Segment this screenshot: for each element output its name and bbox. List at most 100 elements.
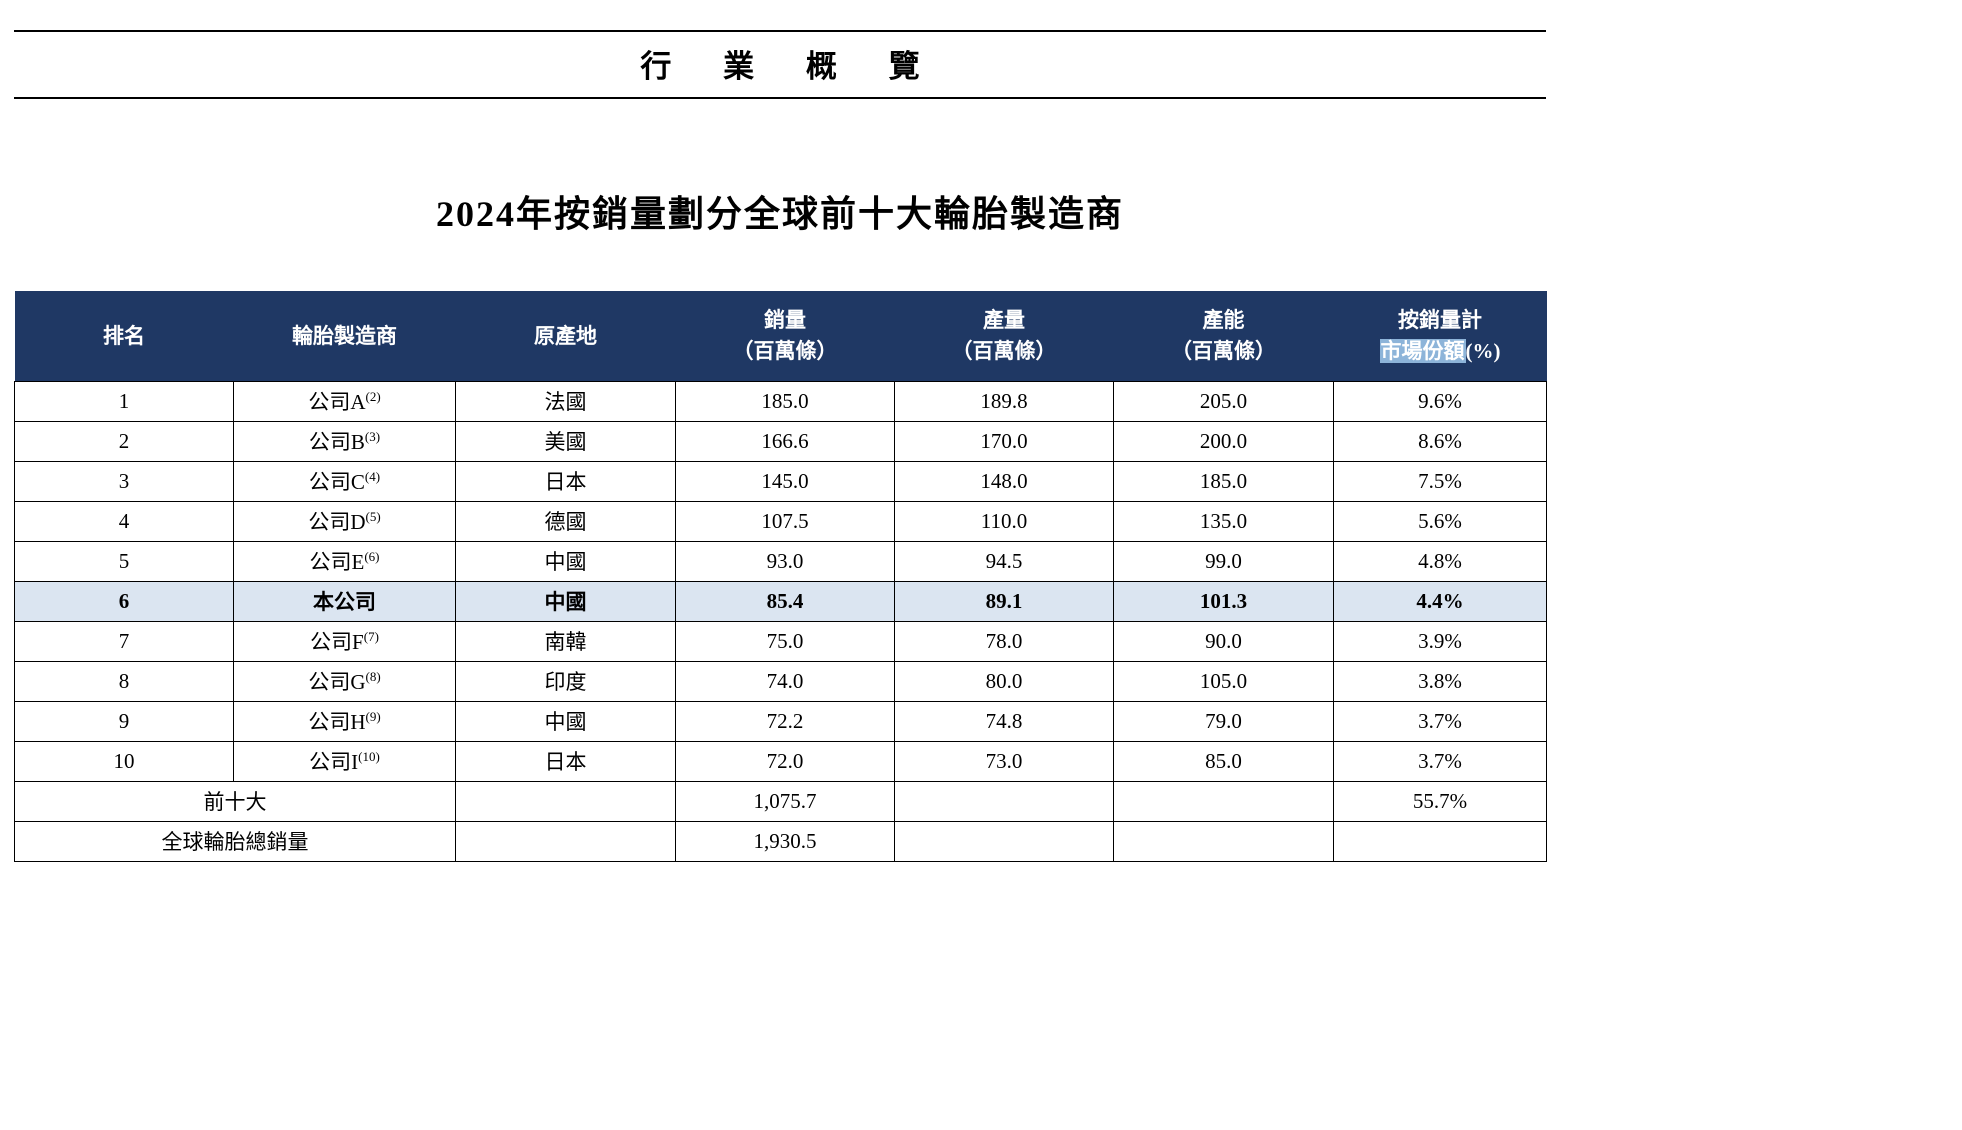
- cell-share: 3.8%: [1333, 660, 1547, 702]
- cell-origin: 南韓: [455, 620, 676, 662]
- footnote-ref: (4): [364, 469, 381, 484]
- cell-summary-label: 前十大: [14, 780, 456, 822]
- table-row: 10 公司I(10) 日本 72.0 73.0 85.0 3.7%: [14, 740, 1547, 782]
- cell-production: [894, 820, 1114, 862]
- cell-origin: 中國: [455, 700, 676, 742]
- cell-origin: [455, 820, 676, 862]
- cell-sales: 1,075.7: [675, 780, 895, 822]
- cell-production: 73.0: [894, 740, 1114, 782]
- footnote-ref: (10): [358, 749, 380, 764]
- cell-production: 189.8: [894, 380, 1114, 422]
- cell-capacity: 90.0: [1113, 620, 1334, 662]
- col-header-capacity: 產能 （百萬條）: [1113, 291, 1334, 381]
- cell-manufacturer: 公司B(3): [233, 420, 456, 462]
- table-row: 3 公司C(4) 日本 145.0 148.0 185.0 7.5%: [14, 460, 1547, 502]
- cell-sales: 75.0: [675, 620, 895, 662]
- col-header-market-share: 按銷量計 市場份額(%): [1333, 291, 1547, 381]
- cell-sales: 85.4: [675, 580, 895, 622]
- cell-sales: 145.0: [675, 460, 895, 502]
- cell-rank: 7: [14, 620, 234, 662]
- cell-manufacturer: 本公司: [233, 580, 456, 622]
- cell-capacity: [1113, 780, 1334, 822]
- cell-production: 170.0: [894, 420, 1114, 462]
- col-header-sales: 銷量 （百萬條）: [675, 291, 895, 381]
- cell-origin: 美國: [455, 420, 676, 462]
- cell-origin: 日本: [455, 740, 676, 782]
- cell-origin: 日本: [455, 460, 676, 502]
- table-row: 5 公司E(6) 中國 93.0 94.5 99.0 4.8%: [14, 540, 1547, 582]
- cell-capacity: 99.0: [1113, 540, 1334, 582]
- cell-rank: 8: [14, 660, 234, 702]
- cell-share: [1333, 820, 1547, 862]
- cell-production: 94.5: [894, 540, 1114, 582]
- section-header: 行 業 概 覽: [14, 30, 1546, 99]
- cell-origin: 印度: [455, 660, 676, 702]
- cell-sales: 74.0: [675, 660, 895, 702]
- cell-production: 110.0: [894, 500, 1114, 542]
- cell-manufacturer: 公司G(8): [233, 660, 456, 702]
- table-row-company-highlighted: 6 本公司 中國 85.4 89.1 101.3 4.4%: [14, 580, 1547, 622]
- table-row: 1 公司A(2) 法國 185.0 189.8 205.0 9.6%: [14, 380, 1547, 422]
- cell-rank: 3: [14, 460, 234, 502]
- footnote-ref: (9): [365, 709, 381, 724]
- cell-share: 3.7%: [1333, 700, 1547, 742]
- cell-manufacturer: 公司F(7): [233, 620, 456, 662]
- cell-capacity: 79.0: [1113, 700, 1334, 742]
- cell-share: 55.7%: [1333, 780, 1547, 822]
- cell-production: 148.0: [894, 460, 1114, 502]
- footnote-ref: (8): [365, 669, 381, 684]
- page-content: 行 業 概 覽 2024年按銷量劃分全球前十大輪胎製造商 排名 輪胎製造商 原產…: [14, 30, 1547, 862]
- header-row: 排名 輪胎製造商 原產地 銷量 （百萬條） 產量 （百萬條） 產能: [14, 291, 1547, 381]
- col-header-rank: 排名: [14, 291, 234, 381]
- cell-manufacturer: 公司C(4): [233, 460, 456, 502]
- cell-share: 7.5%: [1333, 460, 1547, 502]
- footnote-ref: (6): [364, 549, 380, 564]
- cell-origin: 中國: [455, 580, 676, 622]
- cell-sales: 107.5: [675, 500, 895, 542]
- footnote-ref: (2): [365, 389, 381, 404]
- cell-rank: 5: [14, 540, 234, 582]
- footnote-ref: (7): [363, 629, 379, 644]
- cell-share: 4.8%: [1333, 540, 1547, 582]
- cell-sales: 185.0: [675, 380, 895, 422]
- cell-share: 3.7%: [1333, 740, 1547, 782]
- cell-capacity: 85.0: [1113, 740, 1334, 782]
- footnote-ref: (3): [364, 429, 381, 444]
- cell-production: 78.0: [894, 620, 1114, 662]
- table-row: 4 公司D(5) 德國 107.5 110.0 135.0 5.6%: [14, 500, 1547, 542]
- cell-share: 3.9%: [1333, 620, 1547, 662]
- col-header-origin: 原產地: [455, 291, 676, 381]
- table-row: 7 公司F(7) 南韓 75.0 78.0 90.0 3.9%: [14, 620, 1547, 662]
- cell-origin: 中國: [455, 540, 676, 582]
- table-row: 9 公司H(9) 中國 72.2 74.8 79.0 3.7%: [14, 700, 1547, 742]
- cell-manufacturer: 公司H(9): [233, 700, 456, 742]
- cell-capacity: 205.0: [1113, 380, 1334, 422]
- cell-share: 8.6%: [1333, 420, 1547, 462]
- table-row: 8 公司G(8) 印度 74.0 80.0 105.0 3.8%: [14, 660, 1547, 702]
- cell-sales: 166.6: [675, 420, 895, 462]
- summary-row-top-ten: 前十大 1,075.7 55.7%: [14, 780, 1547, 822]
- cell-sales: 72.2: [675, 700, 895, 742]
- cell-rank: 4: [14, 500, 234, 542]
- summary-row-global-total: 全球輪胎總銷量 1,930.5: [14, 820, 1547, 862]
- footnote-ref: (5): [365, 509, 381, 524]
- cell-rank: 6: [14, 580, 234, 622]
- section-title: 行 業 概 覽: [640, 49, 942, 84]
- cell-capacity: 135.0: [1113, 500, 1334, 542]
- cell-origin: [455, 780, 676, 822]
- cell-rank: 2: [14, 420, 234, 462]
- col-header-production: 產量 （百萬條）: [894, 291, 1114, 381]
- table-title: 2024年按銷量劃分全球前十大輪胎製造商: [435, 194, 1124, 234]
- table-header: 排名 輪胎製造商 原產地 銷量 （百萬條） 產量 （百萬條） 產能: [14, 291, 1547, 381]
- cell-share: 4.4%: [1333, 580, 1547, 622]
- col-header-manufacturer: 輪胎製造商: [233, 291, 456, 381]
- cell-production: 80.0: [894, 660, 1114, 702]
- table-row: 2 公司B(3) 美國 166.6 170.0 200.0 8.6%: [14, 420, 1547, 462]
- cell-manufacturer: 公司A(2): [233, 380, 456, 422]
- cell-capacity: 101.3: [1113, 580, 1334, 622]
- cell-sales: 93.0: [675, 540, 895, 582]
- cell-production: 74.8: [894, 700, 1114, 742]
- cell-capacity: 185.0: [1113, 460, 1334, 502]
- cell-summary-label: 全球輪胎總銷量: [14, 820, 456, 862]
- top10-manufacturers-table: 排名 輪胎製造商 原產地 銷量 （百萬條） 產量 （百萬條） 產能: [14, 291, 1547, 862]
